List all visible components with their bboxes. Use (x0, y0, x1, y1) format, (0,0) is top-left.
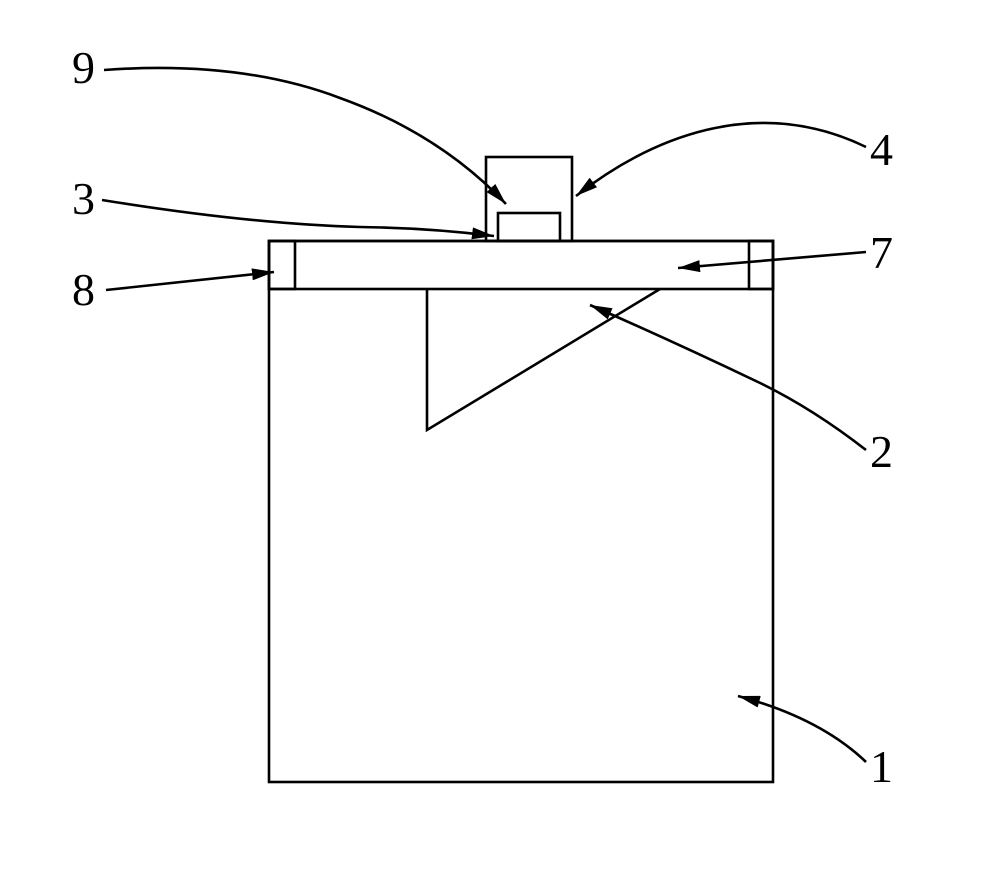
leader-9 (104, 68, 506, 204)
callout-label-3: 3 (72, 173, 95, 224)
inner-deflector (427, 289, 660, 430)
leader-8 (106, 272, 274, 290)
leader-2 (590, 305, 866, 450)
callout-label-4: 4 (870, 124, 893, 175)
container-lid (269, 241, 773, 289)
callout-label-2: 2 (870, 426, 893, 477)
leader-1 (738, 696, 866, 762)
lid-lip-right (749, 241, 773, 289)
leader-4 (576, 123, 866, 196)
container-body (269, 241, 773, 782)
callout-label-7: 7 (870, 227, 893, 278)
neck (498, 213, 560, 241)
lid-lip-left (269, 241, 295, 289)
callout-label-8: 8 (72, 264, 95, 315)
callout-label-1: 1 (870, 741, 893, 792)
callout-label-9: 9 (72, 42, 95, 93)
leader-3 (102, 200, 494, 236)
